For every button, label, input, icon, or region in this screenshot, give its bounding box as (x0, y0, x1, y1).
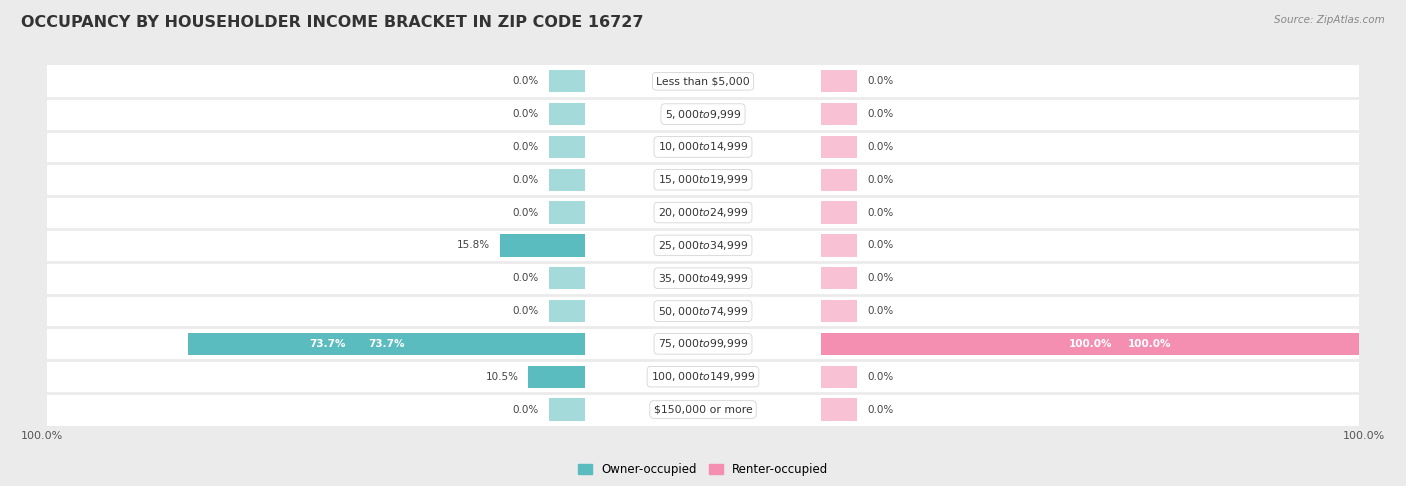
Text: $20,000 to $24,999: $20,000 to $24,999 (658, 206, 748, 219)
Text: Less than $5,000: Less than $5,000 (657, 76, 749, 87)
Bar (548, 103, 585, 125)
Text: 15.8%: 15.8% (457, 241, 491, 250)
Text: $5,000 to $9,999: $5,000 to $9,999 (665, 107, 741, 121)
Text: $10,000 to $14,999: $10,000 to $14,999 (658, 140, 748, 154)
Text: 0.0%: 0.0% (868, 372, 893, 382)
Bar (501, 234, 585, 257)
Bar (548, 300, 585, 322)
Text: 0.0%: 0.0% (868, 175, 893, 185)
Bar (821, 365, 858, 388)
Text: 0.0%: 0.0% (513, 404, 538, 415)
Text: $35,000 to $49,999: $35,000 to $49,999 (658, 272, 748, 285)
Text: 73.7%: 73.7% (368, 339, 405, 349)
Bar (46, 295, 1360, 328)
Bar (821, 136, 858, 158)
Bar (548, 70, 585, 92)
Text: 100.0%: 100.0% (1069, 339, 1112, 349)
Text: 0.0%: 0.0% (513, 142, 538, 152)
Bar (821, 234, 858, 257)
Text: 0.0%: 0.0% (513, 175, 538, 185)
Text: 0.0%: 0.0% (868, 241, 893, 250)
Text: 0.0%: 0.0% (868, 76, 893, 87)
Bar (548, 201, 585, 224)
Bar (548, 399, 585, 421)
Bar (821, 103, 858, 125)
Text: $150,000 or more: $150,000 or more (654, 404, 752, 415)
Bar (821, 169, 858, 191)
Bar (821, 333, 1360, 355)
Bar (821, 300, 858, 322)
Bar (821, 399, 858, 421)
Text: $75,000 to $99,999: $75,000 to $99,999 (658, 337, 748, 350)
Text: OCCUPANCY BY HOUSEHOLDER INCOME BRACKET IN ZIP CODE 16727: OCCUPANCY BY HOUSEHOLDER INCOME BRACKET … (21, 15, 644, 30)
Bar (529, 365, 585, 388)
Bar (548, 169, 585, 191)
Bar (548, 267, 585, 289)
Text: 0.0%: 0.0% (513, 306, 538, 316)
Bar (821, 267, 858, 289)
Bar (46, 131, 1360, 163)
Bar (821, 70, 858, 92)
Text: $50,000 to $74,999: $50,000 to $74,999 (658, 305, 748, 317)
Bar (46, 262, 1360, 295)
Text: 100.0%: 100.0% (21, 432, 63, 441)
Text: 0.0%: 0.0% (868, 109, 893, 119)
Text: 10.5%: 10.5% (485, 372, 519, 382)
Text: 73.7%: 73.7% (309, 339, 346, 349)
Text: 0.0%: 0.0% (513, 208, 538, 218)
Text: $100,000 to $149,999: $100,000 to $149,999 (651, 370, 755, 383)
Text: 100.0%: 100.0% (1343, 432, 1385, 441)
Bar (46, 65, 1360, 98)
Text: 0.0%: 0.0% (868, 273, 893, 283)
Bar (46, 360, 1360, 393)
Text: 100.0%: 100.0% (1128, 339, 1171, 349)
Bar (46, 328, 1360, 360)
Bar (46, 98, 1360, 131)
Text: 0.0%: 0.0% (513, 273, 538, 283)
Text: 0.0%: 0.0% (513, 109, 538, 119)
Text: $15,000 to $19,999: $15,000 to $19,999 (658, 173, 748, 186)
Text: Source: ZipAtlas.com: Source: ZipAtlas.com (1274, 15, 1385, 25)
Text: 0.0%: 0.0% (868, 208, 893, 218)
Text: 0.0%: 0.0% (513, 76, 538, 87)
Bar (821, 201, 858, 224)
Bar (46, 229, 1360, 262)
Legend: Owner-occupied, Renter-occupied: Owner-occupied, Renter-occupied (572, 458, 834, 481)
Bar (188, 333, 585, 355)
Bar (46, 393, 1360, 426)
Text: 0.0%: 0.0% (868, 142, 893, 152)
Bar (548, 136, 585, 158)
Text: 0.0%: 0.0% (868, 404, 893, 415)
Text: $25,000 to $34,999: $25,000 to $34,999 (658, 239, 748, 252)
Bar (46, 196, 1360, 229)
Bar (46, 163, 1360, 196)
Text: 0.0%: 0.0% (868, 306, 893, 316)
